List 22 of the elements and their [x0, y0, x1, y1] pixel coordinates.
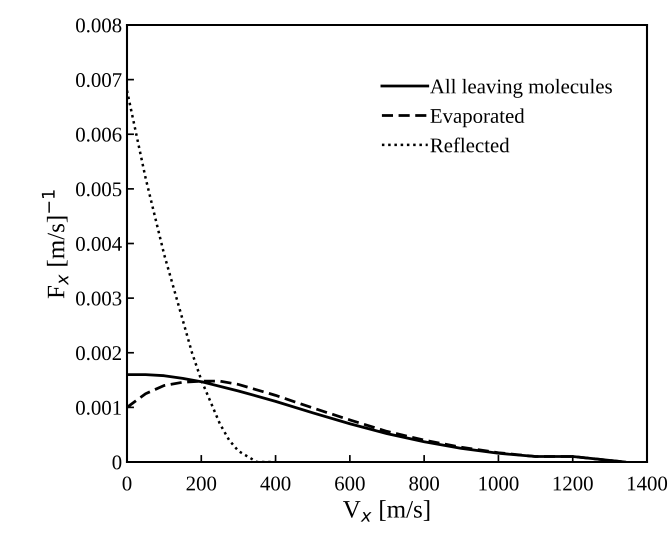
- x-tick-label: 600: [335, 476, 365, 491]
- y-axis-title: F$_{x}$ [m/s]$^{−1}$: [42, 190, 68, 298]
- y-tick-label: 0.003: [76, 292, 122, 306]
- x-tick-label: 800: [409, 476, 439, 491]
- y-tick-label: 0.006: [76, 128, 122, 142]
- x-tick-label: 400: [260, 476, 290, 491]
- y-tick-label: 0.007: [76, 73, 122, 88]
- x-tick-label: 1000: [479, 476, 518, 491]
- x-axis-title: V$_{x}$ [m/s]: [343, 500, 430, 522]
- y-tick-label: 0.004: [76, 236, 122, 252]
- x-tick-label: 1400: [628, 476, 668, 491]
- x-tick-label: 1200: [554, 476, 593, 491]
- y-tick-label: 0.001: [76, 400, 121, 415]
- legend-label: Reflected: [430, 138, 510, 152]
- y-tick-label: 0.005: [76, 182, 122, 196]
- y-tick-label: 0.002: [76, 346, 121, 360]
- legend-label: Evaporated: [430, 108, 524, 128]
- legend-label: All leaving molecules: [430, 78, 612, 98]
- y-tick-label: 0: [112, 455, 122, 470]
- x-tick-label: 200: [186, 476, 216, 491]
- y-tick-label: 0.008: [76, 18, 122, 33]
- x-tick-label: 0: [122, 476, 132, 491]
